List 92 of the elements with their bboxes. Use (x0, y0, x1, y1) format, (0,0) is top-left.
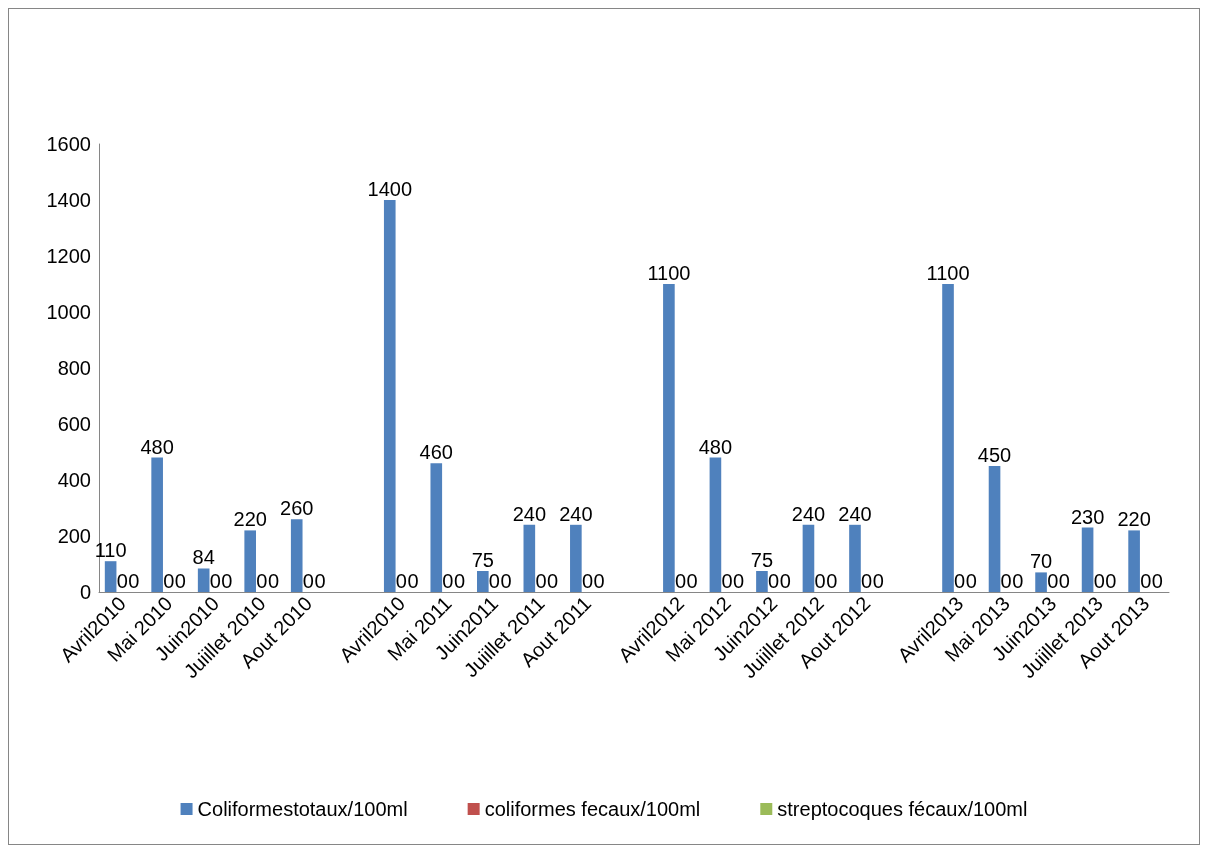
data-label: 1100 (647, 262, 691, 284)
data-label: 0 (547, 570, 559, 592)
data-label: 0 (581, 570, 594, 592)
bar (476, 571, 489, 592)
data-label: 0 (302, 570, 314, 592)
bar (1081, 527, 1094, 592)
y-tick-label: 0 (79, 581, 91, 603)
y-tick-label: 1200 (46, 245, 91, 267)
data-label: 260 (280, 497, 314, 520)
data-label: 0 (1140, 570, 1152, 592)
data-label: 75 (750, 549, 774, 571)
data-label: 0 (1093, 570, 1105, 592)
bar (104, 561, 117, 592)
data-label: 0 (674, 570, 687, 592)
data-label: 240 (791, 502, 826, 525)
bar (709, 457, 722, 592)
data-label: 0 (209, 570, 221, 592)
data-label: 1400 (367, 178, 413, 200)
bar (663, 284, 675, 592)
data-label: 0 (163, 570, 175, 592)
data-label: 240 (838, 502, 872, 525)
data-label: 0 (221, 570, 233, 592)
data-label: 450 (977, 444, 1012, 466)
data-label: 220 (1117, 508, 1151, 531)
data-label: 0 (442, 570, 454, 592)
data-label: 1100 (926, 262, 970, 284)
data-label: 0 (814, 570, 826, 592)
legend-label: streptocoques fécaux/100ml (777, 798, 1028, 820)
data-label: 0 (453, 570, 466, 592)
y-tick-label: 400 (57, 469, 91, 491)
bar (523, 524, 536, 592)
data-label: 0 (256, 570, 268, 592)
data-label: 0 (1012, 570, 1024, 592)
y-tick-label: 1000 (46, 301, 91, 323)
data-label: 0 (395, 570, 407, 592)
data-label: 0 (721, 570, 733, 592)
data-label: 0 (861, 570, 873, 592)
data-label: 110 (94, 539, 127, 562)
legend-label: coliformes fecaux/100ml (484, 798, 701, 820)
data-label: 0 (593, 570, 605, 592)
data-label: 0 (768, 570, 780, 592)
y-tick-label: 600 (57, 413, 91, 435)
bar (383, 200, 396, 592)
data-label: 460 (419, 441, 453, 464)
data-label: 0 (314, 570, 326, 592)
data-label: 0 (1047, 570, 1059, 592)
bar (988, 466, 1001, 592)
data-label: 0 (1058, 570, 1070, 592)
data-label: 0 (1105, 570, 1117, 592)
data-label: 480 (140, 435, 174, 458)
y-tick-label: 1600 (46, 133, 91, 155)
y-tick-label: 800 (57, 357, 91, 379)
data-label: 480 (698, 435, 733, 458)
data-label: 0 (872, 570, 884, 592)
data-label: 0 (488, 570, 500, 592)
data-label: 75 (471, 549, 494, 571)
bar (849, 524, 861, 592)
data-label: 84 (192, 546, 215, 569)
data-label: 0 (954, 570, 966, 592)
bar (570, 524, 582, 592)
data-label: 240 (512, 502, 547, 525)
data-label: 0 (1000, 570, 1012, 592)
data-label: 220 (233, 508, 267, 531)
bar (151, 457, 163, 592)
data-label: 240 (559, 502, 593, 525)
data-label: 0 (116, 570, 128, 592)
data-label: 0 (174, 570, 186, 592)
legend-label: Coliformestotaux/100ml (197, 798, 408, 820)
bar (756, 571, 768, 592)
data-label: 0 (500, 570, 512, 592)
data-label: 0 (965, 570, 977, 592)
bar (430, 463, 443, 592)
data-label: 0 (826, 570, 838, 592)
data-label: 0 (128, 570, 140, 592)
data-label: 70 (1029, 550, 1053, 573)
data-label: 0 (535, 570, 547, 592)
bar (244, 530, 257, 592)
y-tick-label: 1400 (46, 189, 91, 211)
bar (290, 519, 303, 592)
data-label: 0 (407, 570, 419, 592)
bar (1035, 572, 1047, 592)
data-label: 0 (1151, 570, 1163, 592)
y-tick-label: 200 (57, 525, 91, 547)
bar (1128, 530, 1140, 592)
data-label: 0 (779, 570, 791, 592)
bar (942, 284, 954, 592)
bar (197, 568, 210, 592)
data-label: 0 (686, 570, 698, 592)
data-label: 230 (1070, 505, 1105, 528)
data-label: 0 (267, 570, 280, 592)
data-label: 0 (733, 570, 745, 592)
bar (802, 524, 815, 592)
